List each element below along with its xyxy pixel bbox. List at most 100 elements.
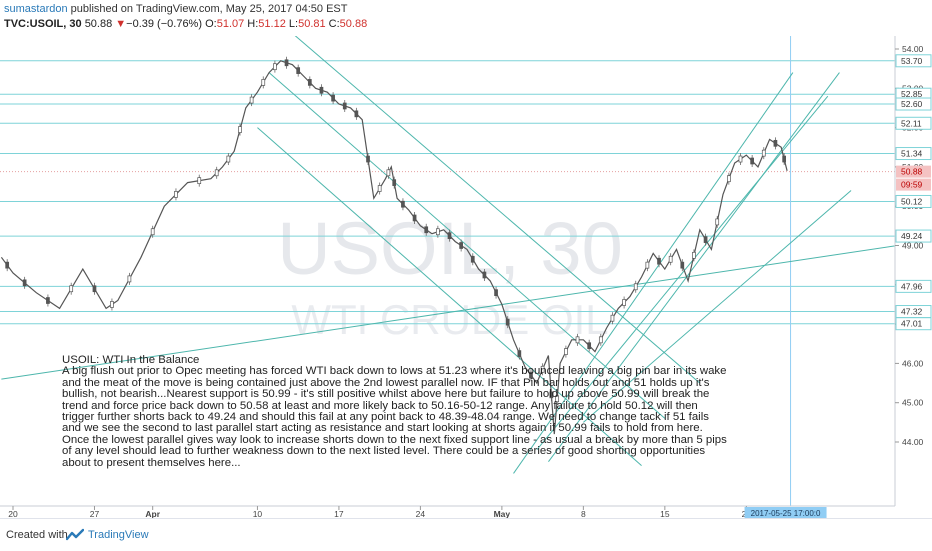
candle-body <box>296 67 301 74</box>
level-tag <box>895 54 932 68</box>
x-tick-label: 27 <box>90 509 100 518</box>
candle-body <box>470 255 475 263</box>
trend-line <box>294 36 701 384</box>
open-value: 51.07 <box>216 18 245 30</box>
idea-title: USOIL: WTI In the Balance <box>62 354 200 366</box>
price-line <box>0 60 788 435</box>
candle-body <box>610 314 615 322</box>
candle-body <box>622 299 626 306</box>
candle-body <box>761 149 766 157</box>
level-label: 47.32 <box>901 307 923 317</box>
y-tick-label: 46.00 <box>902 358 924 368</box>
candle-body <box>668 255 673 263</box>
candle-body <box>22 279 27 287</box>
price-change: −0.39 (−0.76%) <box>126 18 203 30</box>
countdown-tag <box>896 178 931 191</box>
trend-line <box>1 245 898 380</box>
created-with-label: Created with <box>6 529 68 541</box>
level-label: 47.01 <box>901 319 923 329</box>
low-value: 50.81 <box>298 18 326 30</box>
level-label: 49.24 <box>901 231 923 241</box>
price-axis[interactable]: 54.0053.0052.0051.0050.0049.0048.0047.00… <box>894 36 932 518</box>
candle-body <box>319 86 324 94</box>
candle-body <box>773 139 778 147</box>
trend-line <box>268 72 666 419</box>
trend-line <box>257 127 642 466</box>
price-chart[interactable]: USOIL, 30 WTI CRUDE OIL 54.0053.0052.005… <box>0 36 932 518</box>
candle-body <box>424 226 429 234</box>
candle-body <box>564 348 568 355</box>
x-tick-label: 20 <box>8 509 18 518</box>
y-tick-label: 45.00 <box>902 398 924 408</box>
price-series <box>0 56 788 435</box>
y-tick-label: 49.00 <box>902 241 924 251</box>
level-label: 53.70 <box>901 56 923 66</box>
current-price-label: 50.88 <box>901 167 923 177</box>
trend-line <box>583 190 852 423</box>
idea-paragraph-2: Once the lowest parallel gives way look … <box>62 433 727 469</box>
cursor-date-label: 2017-05-25 17:00:0 <box>751 509 821 518</box>
candle-body <box>633 283 638 291</box>
level-label: 52.11 <box>901 118 922 128</box>
close-value: 50.88 <box>339 18 368 30</box>
candle-body <box>331 94 335 102</box>
price-axis-bg <box>895 36 932 518</box>
publish-info: sumastardon published on TradingView.com… <box>4 3 347 15</box>
symbol-info-bar: TVC:USOIL, 30 50.88 ▼−0.39 (−0.76%) O:51… <box>4 18 367 30</box>
x-tick-label: 17 <box>334 509 344 518</box>
candle-body <box>587 342 592 350</box>
candle-body <box>540 365 545 373</box>
level-label: 47.96 <box>901 281 923 291</box>
candle-body <box>738 155 743 163</box>
candle-body <box>529 371 533 379</box>
cursor-date-tag <box>744 507 827 518</box>
time-axis[interactable]: 2027Apr101724May815222017-05-25 17:00:0 <box>0 505 895 518</box>
x-tick-label: Apr <box>145 509 160 518</box>
candle-body <box>598 336 603 344</box>
level-label: 50.12 <box>901 196 923 206</box>
candle-body <box>214 169 219 177</box>
idea-description: USOIL: WTI In the Balance A big flush ou… <box>62 354 727 469</box>
tradingview-link[interactable]: TradingView <box>88 529 149 541</box>
candle-body <box>5 261 10 269</box>
trend-line <box>513 72 794 474</box>
x-tick-label: 10 <box>253 509 263 518</box>
candle-body <box>366 155 370 163</box>
level-tag <box>895 97 932 111</box>
x-tick-label: 24 <box>416 509 426 518</box>
level-tag <box>895 229 932 243</box>
level-label: 52.60 <box>901 99 923 109</box>
candle-body <box>307 79 312 86</box>
candle-body <box>549 391 554 399</box>
published-text: published on TradingView.com, May 25, 20… <box>70 3 348 15</box>
candle-body <box>782 155 787 163</box>
symbol-label: TVC:USOIL, 30 <box>4 18 82 30</box>
watermark: USOIL, 30 WTI CRUDE OIL <box>277 207 623 343</box>
candle-body <box>436 228 440 236</box>
candle-body <box>46 297 50 304</box>
candle-body <box>517 350 522 357</box>
candle-body <box>92 285 97 293</box>
candle-body <box>127 275 132 283</box>
candle-body <box>392 179 397 186</box>
candle-body <box>645 261 650 269</box>
candle-body <box>377 185 382 192</box>
level-tag <box>895 116 932 130</box>
level-label: 52.85 <box>901 89 923 99</box>
high-value: 51.12 <box>258 18 286 30</box>
watermark-symbol: USOIL, 30 <box>277 207 623 290</box>
candle-body <box>494 289 498 297</box>
candle-body <box>657 257 661 265</box>
x-tick-label: 8 <box>581 509 586 518</box>
high-label: H: <box>247 18 259 30</box>
candle-body <box>575 336 580 344</box>
level-label: 51.34 <box>901 149 923 159</box>
trend-line <box>548 72 840 462</box>
author-link[interactable]: sumastardon <box>4 3 68 15</box>
watermark-name: WTI CRUDE OIL <box>291 296 608 343</box>
candle-body <box>447 232 452 240</box>
candle-body <box>249 96 254 104</box>
tradingview-logo-icon <box>66 528 84 541</box>
candle-body <box>226 155 231 163</box>
candle-body <box>386 169 391 177</box>
